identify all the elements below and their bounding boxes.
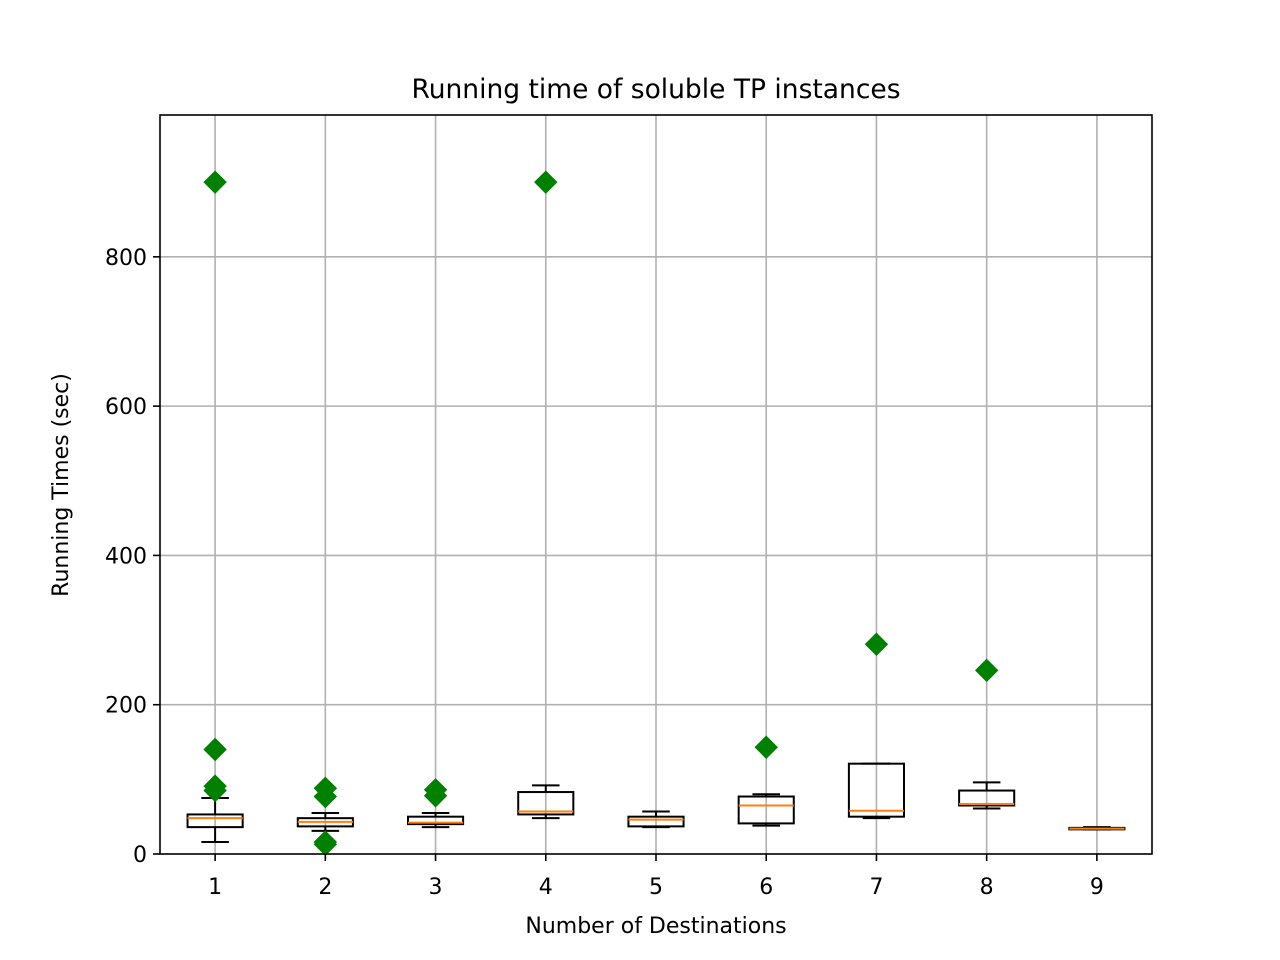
x-tick-label: 3	[429, 875, 443, 900]
y-tick-label: 400	[105, 544, 147, 569]
box-iqr	[517, 791, 575, 816]
x-axis-label: Number of Destinations	[525, 914, 786, 939]
x-tick-label: 2	[318, 875, 332, 900]
outlier-points	[203, 170, 999, 857]
x-tick-label: 4	[539, 875, 553, 900]
box-group	[737, 793, 795, 827]
y-tick-label: 0	[133, 843, 147, 868]
x-tick-label: 9	[1090, 875, 1104, 900]
box-group	[517, 784, 575, 820]
x-tick-label: 6	[759, 875, 773, 900]
outlier-point	[423, 784, 448, 808]
box-group	[627, 810, 685, 829]
box-group	[958, 781, 1016, 810]
x-tick-label: 1	[208, 875, 222, 900]
box-iqr	[407, 815, 465, 826]
x-tick-label: 5	[649, 875, 663, 900]
outlier-point	[974, 658, 999, 683]
grid-lines	[160, 115, 1152, 854]
y-axis-label: Running Times (sec)	[49, 373, 74, 597]
box-iqr	[737, 795, 795, 825]
y-tick-label: 800	[105, 246, 147, 271]
outlier-point	[203, 737, 227, 762]
y-tick-label: 200	[105, 694, 147, 719]
x-axis-ticks: 1 2 3 4 5 6 7 8 9	[208, 854, 1104, 900]
outlier-point	[534, 170, 558, 194]
box-series	[186, 762, 1126, 844]
y-axis-ticks: 0 200 400 600 800	[105, 246, 160, 868]
chart-title: Running time of soluble TP instances	[411, 74, 900, 105]
outlier-point	[203, 170, 227, 194]
box-group	[847, 762, 906, 820]
x-tick-label: 8	[980, 875, 994, 900]
outlier-point	[203, 778, 227, 803]
box-iqr	[958, 789, 1016, 807]
box-group	[407, 811, 465, 829]
y-tick-label: 600	[105, 395, 147, 420]
box-iqr	[627, 815, 685, 828]
box-group	[1068, 826, 1126, 831]
x-tick-label: 7	[869, 875, 883, 900]
box-group	[186, 797, 244, 844]
outlier-point	[864, 632, 889, 656]
box-iqr	[847, 762, 906, 818]
box-iqr	[186, 813, 244, 829]
outlier-point	[313, 784, 338, 809]
outlier-point	[754, 735, 778, 759]
